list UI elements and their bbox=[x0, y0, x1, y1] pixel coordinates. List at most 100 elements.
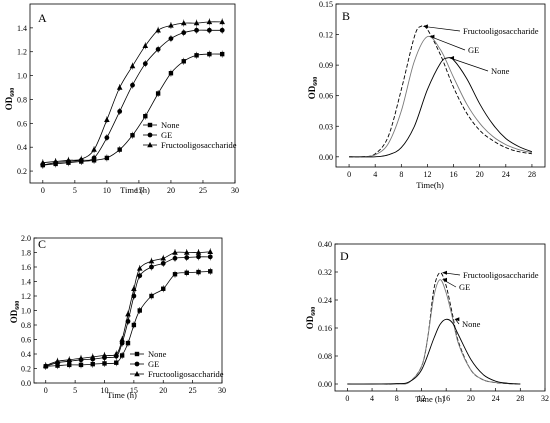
data-point bbox=[104, 155, 110, 161]
y-axis-label-subscript: 600 bbox=[10, 88, 16, 97]
series-none bbox=[349, 57, 533, 158]
y-tick-label: 1.4 bbox=[17, 24, 27, 33]
x-tick-label: 0 bbox=[345, 394, 349, 403]
legend-marker bbox=[134, 361, 140, 367]
data-point bbox=[219, 51, 225, 57]
data-point bbox=[207, 248, 214, 254]
y-tick-label: 0.2 bbox=[21, 365, 31, 374]
y-tick-label: 2.0 bbox=[21, 234, 31, 243]
data-point bbox=[104, 116, 110, 122]
y-axis-label-subscript: 600 bbox=[313, 77, 319, 86]
x-tick-label: 0 bbox=[41, 186, 45, 195]
x-tick-label: 4 bbox=[370, 394, 374, 403]
data-point bbox=[206, 27, 212, 33]
y-tick-label: 0.00 bbox=[318, 380, 332, 389]
annotation-label: None bbox=[491, 66, 510, 76]
data-point bbox=[196, 254, 201, 260]
data-point bbox=[52, 158, 59, 164]
x-tick-label: 28 bbox=[528, 170, 536, 179]
data-point bbox=[180, 20, 187, 26]
data-point bbox=[131, 322, 137, 328]
x-tick-label: 20 bbox=[159, 386, 167, 395]
data-point bbox=[102, 361, 107, 366]
data-point bbox=[113, 351, 120, 357]
y-tick-label: 0.03 bbox=[319, 122, 333, 131]
y-tick-label: 0.4 bbox=[17, 143, 27, 152]
annotation-arrowhead bbox=[422, 24, 428, 29]
x-tick-label: 28 bbox=[516, 394, 524, 403]
annotation-arrowhead bbox=[442, 277, 447, 282]
data-point bbox=[181, 59, 186, 64]
data-point bbox=[117, 147, 122, 152]
series-line bbox=[349, 57, 533, 158]
annotation-label: Fructooligosaccharide bbox=[463, 270, 539, 280]
y-tick-label: 0.6 bbox=[17, 119, 27, 128]
data-point bbox=[78, 355, 84, 361]
annotation-arrowhead bbox=[454, 317, 460, 322]
x-tick-label: 15 bbox=[130, 386, 138, 395]
data-point bbox=[78, 156, 85, 162]
annotation-arrowhead bbox=[449, 55, 455, 60]
legend-marker bbox=[147, 132, 153, 138]
x-tick-label: 24 bbox=[492, 394, 500, 403]
data-point bbox=[119, 336, 125, 342]
series-line bbox=[347, 272, 521, 385]
data-point bbox=[219, 27, 225, 33]
data-point bbox=[206, 18, 213, 25]
panel-b: 0 4 8 12 16 20 24 28 0.00 0.03 0.06 0.09 0.12 0.15 Tim… bbox=[307, 0, 546, 190]
data-point bbox=[195, 249, 202, 255]
data-point bbox=[142, 42, 149, 48]
data-point bbox=[101, 352, 108, 358]
series-fructooligosaccharide bbox=[40, 18, 225, 167]
data-point bbox=[160, 255, 167, 261]
annotation-label: GE bbox=[459, 282, 470, 292]
data-point bbox=[40, 159, 46, 165]
annotation-arrow bbox=[430, 36, 466, 51]
legend-label: GE bbox=[148, 359, 159, 369]
data-point bbox=[168, 22, 174, 28]
panel-d: 0 4 8 12 16 20 24 28 32 0.00 0.08 0.16 0.24 0.32 0.40 T… bbox=[305, 240, 549, 404]
series-ge bbox=[349, 35, 533, 158]
legend-marker bbox=[147, 122, 153, 128]
panel-a: 0 5 10 15 20 25 30 0.2 0.4 0.6 0.8 1.0 1.2 1.4 Time (h… bbox=[4, 3, 239, 195]
data-point bbox=[172, 249, 178, 255]
data-point bbox=[90, 361, 95, 367]
x-tick-label: 32 bbox=[541, 394, 549, 403]
series-line bbox=[347, 279, 521, 385]
data-point bbox=[155, 27, 161, 33]
annotation-label: None bbox=[462, 319, 481, 329]
data-point bbox=[193, 20, 200, 26]
x-tick-label: 30 bbox=[231, 186, 239, 195]
y-tick-label: 0.16 bbox=[318, 324, 332, 333]
y-tick-label: 0.2 bbox=[17, 167, 27, 176]
data-point bbox=[143, 113, 148, 119]
panel-label: B bbox=[342, 9, 350, 23]
data-point bbox=[104, 135, 110, 141]
x-tick-label: 5 bbox=[73, 386, 77, 395]
y-tick-label: 0.00 bbox=[319, 153, 333, 162]
series-fructooligosaccharide bbox=[42, 248, 214, 370]
series-line bbox=[45, 251, 211, 366]
x-axis-label: Time(h) bbox=[416, 180, 444, 190]
y-tick-label: 1.2 bbox=[21, 292, 31, 301]
x-tick-label: 20 bbox=[167, 186, 175, 195]
data-point bbox=[78, 362, 84, 368]
data-point bbox=[91, 155, 97, 161]
panel-c: 0 5 10 15 20 25 30 0.0 0.2 0.4 0.6 0.8 1.0 1.2 1.4 1.6 1… bbox=[9, 234, 226, 400]
legend-label: Fructooligosaccharide bbox=[148, 369, 224, 379]
data-point bbox=[117, 109, 123, 114]
y-tick-label: 0.4 bbox=[21, 350, 31, 359]
y-tick-label: 0.08 bbox=[318, 352, 332, 361]
data-point bbox=[196, 269, 201, 275]
y-axis-label: OD600 bbox=[307, 77, 319, 100]
panel-label: D bbox=[340, 249, 349, 263]
series-none bbox=[347, 318, 521, 385]
data-point bbox=[125, 340, 131, 346]
data-point bbox=[181, 30, 187, 36]
y-tick-label: 1.0 bbox=[21, 307, 31, 316]
data-point bbox=[67, 362, 72, 368]
data-point bbox=[137, 273, 143, 279]
series-none bbox=[43, 267, 213, 370]
